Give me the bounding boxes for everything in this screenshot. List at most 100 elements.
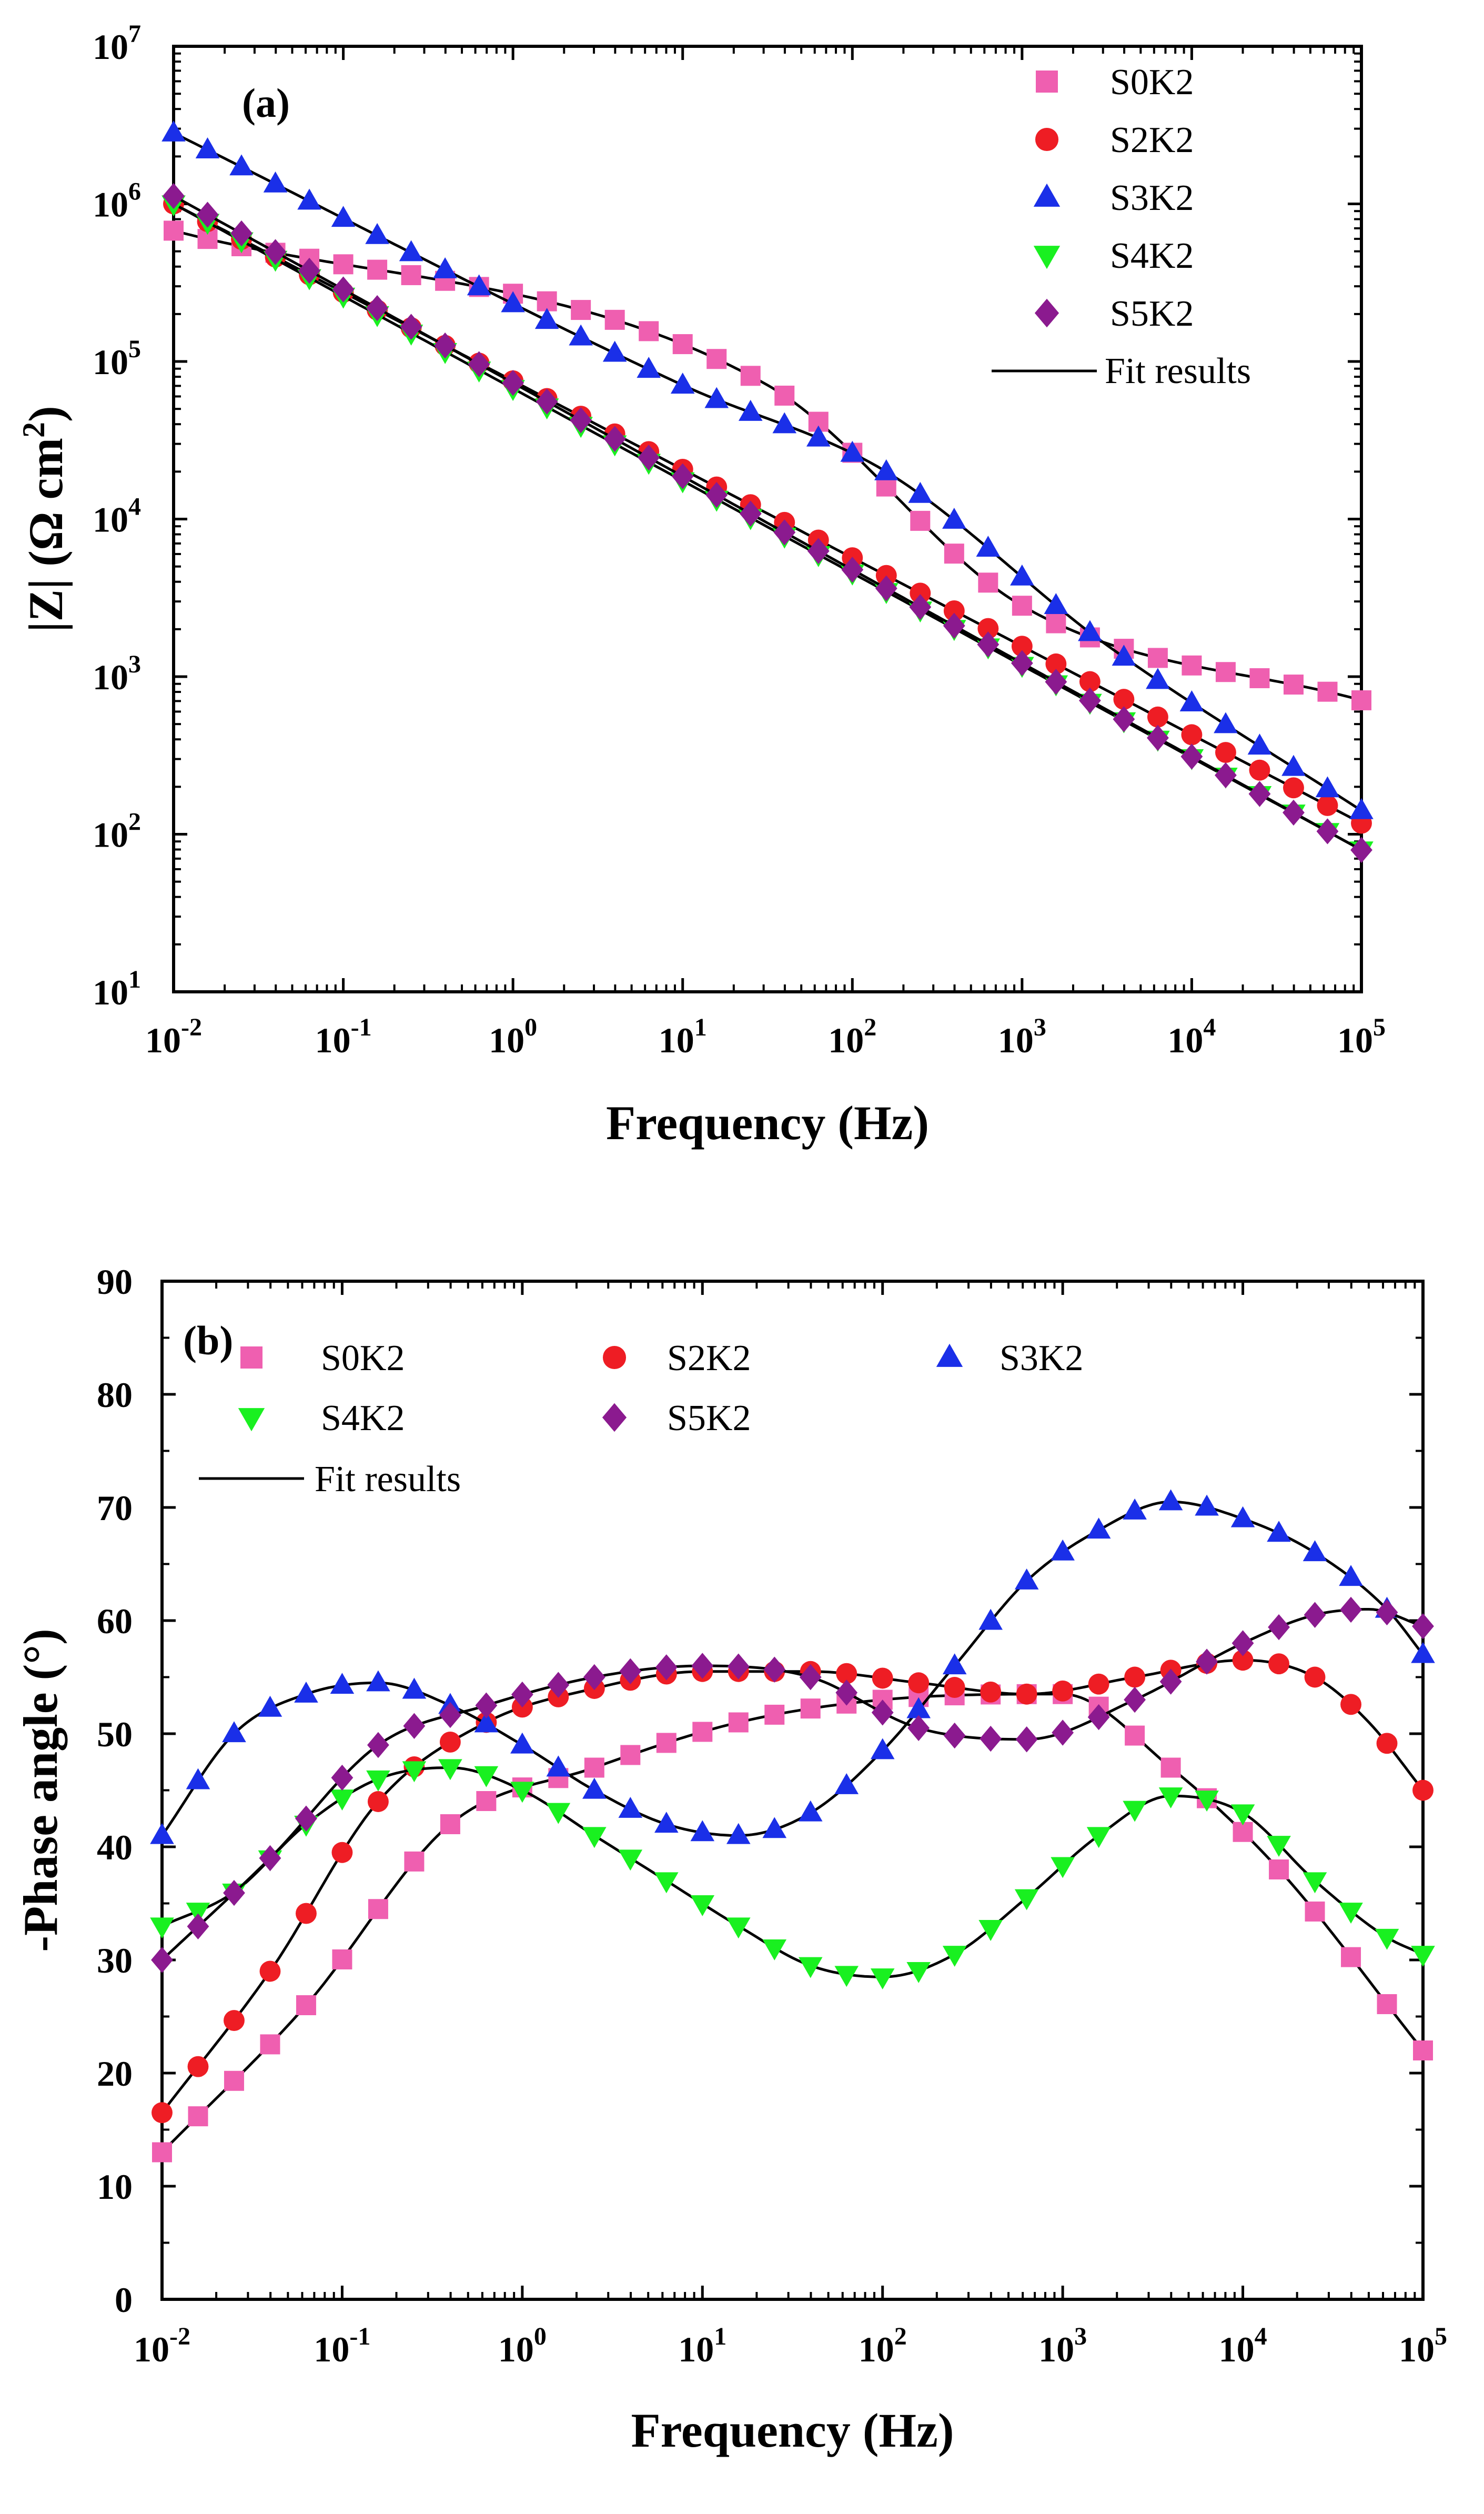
data-point-S2K2 (977, 618, 999, 639)
data-point-S5K2 (1087, 1704, 1110, 1731)
x-tick-base: 10 (828, 1020, 864, 1060)
data-point-S5K2 (977, 631, 1000, 658)
data-point-S5K2 (799, 1664, 822, 1691)
y-tick-label: 0 (115, 2280, 133, 2320)
legend-label-S2K2: S2K2 (667, 1338, 751, 1379)
x-tick-label: 105 (1337, 1013, 1386, 1060)
legend-marker-S2K2 (1035, 127, 1059, 152)
data-point-S5K2 (366, 295, 388, 321)
data-point-S3K2 (978, 1608, 1003, 1630)
data-point-S5K2 (807, 538, 830, 564)
data-point-S0K2 (620, 1745, 641, 1765)
data-point-S5K2 (1113, 706, 1135, 732)
data-point-S3K2 (1014, 1568, 1039, 1590)
y-tick-label: 105 (93, 335, 141, 382)
data-point-S0K2 (774, 385, 795, 406)
data-point-S5K2 (196, 202, 219, 228)
data-point-S2K2 (1317, 795, 1338, 816)
y-tick-label: 20 (97, 2054, 133, 2094)
data-point-S3K2 (501, 291, 525, 313)
x-tick-base: 10 (134, 2329, 169, 2369)
y-tick-exponent: 7 (128, 20, 141, 48)
y-tick-label: 106 (93, 178, 141, 225)
data-point-S4K2 (1158, 1787, 1183, 1808)
data-point-S3K2 (840, 440, 865, 462)
data-point-S3K2 (222, 1721, 246, 1743)
x-tick-exponent: 2 (864, 1013, 876, 1041)
data-point-S3K2 (1230, 1506, 1255, 1527)
data-point-S0K2 (672, 334, 693, 355)
data-point-S5K2 (1015, 1726, 1038, 1753)
legend-marker-S3K2 (936, 1343, 963, 1367)
data-point-S5K2 (332, 276, 355, 303)
x-tick-exponent: 0 (524, 1013, 537, 1041)
legend-fit-label: Fit results (1105, 351, 1251, 391)
data-point-S0K2 (1269, 1859, 1289, 1879)
data-point-S2K2 (1181, 724, 1203, 746)
data-point-S0K2 (1341, 1947, 1361, 1967)
x-tick-base: 10 (1337, 1020, 1373, 1060)
y-tick-label: 30 (97, 1940, 133, 1980)
data-point-S4K2 (1267, 1836, 1291, 1857)
data-point-S2K2 (295, 1903, 317, 1924)
data-point-S3K2 (602, 340, 627, 362)
data-point-S4K2 (906, 1962, 931, 1983)
data-point-S5K2 (570, 407, 592, 434)
x-tick-label: 100 (498, 2322, 547, 2369)
legend-label-S3K2: S3K2 (1110, 178, 1194, 218)
data-point-S0K2 (1160, 1757, 1181, 1778)
y-tick-base: 10 (93, 342, 128, 382)
data-point-S0K2 (800, 1698, 821, 1719)
x-tick-label: 101 (659, 1013, 707, 1060)
x-tick-base: 10 (659, 1020, 694, 1060)
legend-marker-S5K2 (602, 1403, 627, 1432)
fit-line-S2K2 (161, 1658, 1424, 2114)
data-point-S2K2 (1232, 1650, 1254, 1671)
data-point-S3K2 (1315, 776, 1340, 798)
data-point-S3K2 (330, 1673, 355, 1694)
data-point-S4K2 (726, 1917, 751, 1939)
data-point-S3K2 (1267, 1521, 1291, 1542)
data-point-S0K2 (152, 2142, 172, 2163)
data-point-S3K2 (874, 459, 899, 480)
y-tick-label: 10 (97, 2167, 133, 2207)
data-point-S5K2 (909, 594, 932, 620)
x-tick-base: 10 (314, 2329, 349, 2369)
data-point-S5K2 (1159, 1668, 1182, 1695)
data-point-S3K2 (726, 1823, 751, 1844)
x-tick-exponent: -2 (181, 1013, 202, 1041)
data-point-S2K2 (872, 1667, 893, 1689)
data-point-S5K2 (841, 557, 864, 583)
data-point-S4K2 (186, 1903, 210, 1924)
data-point-S5K2 (619, 1658, 642, 1685)
data-point-S5K2 (1316, 818, 1339, 844)
data-point-S5K2 (367, 1732, 389, 1758)
x-tick-base: 10 (315, 1020, 351, 1060)
data-point-S2K2 (980, 1681, 1002, 1703)
x-tick-exponent: -1 (351, 1013, 372, 1041)
data-point-S2K2 (152, 2102, 173, 2124)
data-point-S0K2 (401, 265, 421, 285)
data-point-S2K2 (1215, 742, 1236, 763)
data-point-S3K2 (1339, 1565, 1363, 1586)
data-point-S2K2 (1376, 1733, 1398, 1754)
data-point-S3K2 (402, 1677, 427, 1699)
series-S3K2 (161, 120, 1374, 819)
x-tick-label: 104 (1219, 2322, 1267, 2369)
data-point-S4K2 (402, 1761, 427, 1783)
data-point-S3K2 (1411, 1642, 1435, 1663)
data-point-S0K2 (476, 1791, 497, 1811)
data-point-S2K2 (187, 2056, 209, 2077)
x-tick-exponent: 5 (1435, 2322, 1447, 2350)
data-point-S5K2 (1304, 1602, 1326, 1628)
y-tick-label: 90 (97, 1262, 133, 1302)
data-point-S0K2 (571, 300, 591, 320)
data-point-S4K2 (618, 1849, 643, 1871)
data-point-S0K2 (639, 321, 659, 341)
data-point-S3K2 (870, 1738, 895, 1759)
data-point-S4K2 (366, 1770, 390, 1792)
data-point-S5K2 (1350, 837, 1372, 863)
data-point-S0K2 (188, 2106, 208, 2127)
data-point-S3K2 (366, 1670, 390, 1692)
